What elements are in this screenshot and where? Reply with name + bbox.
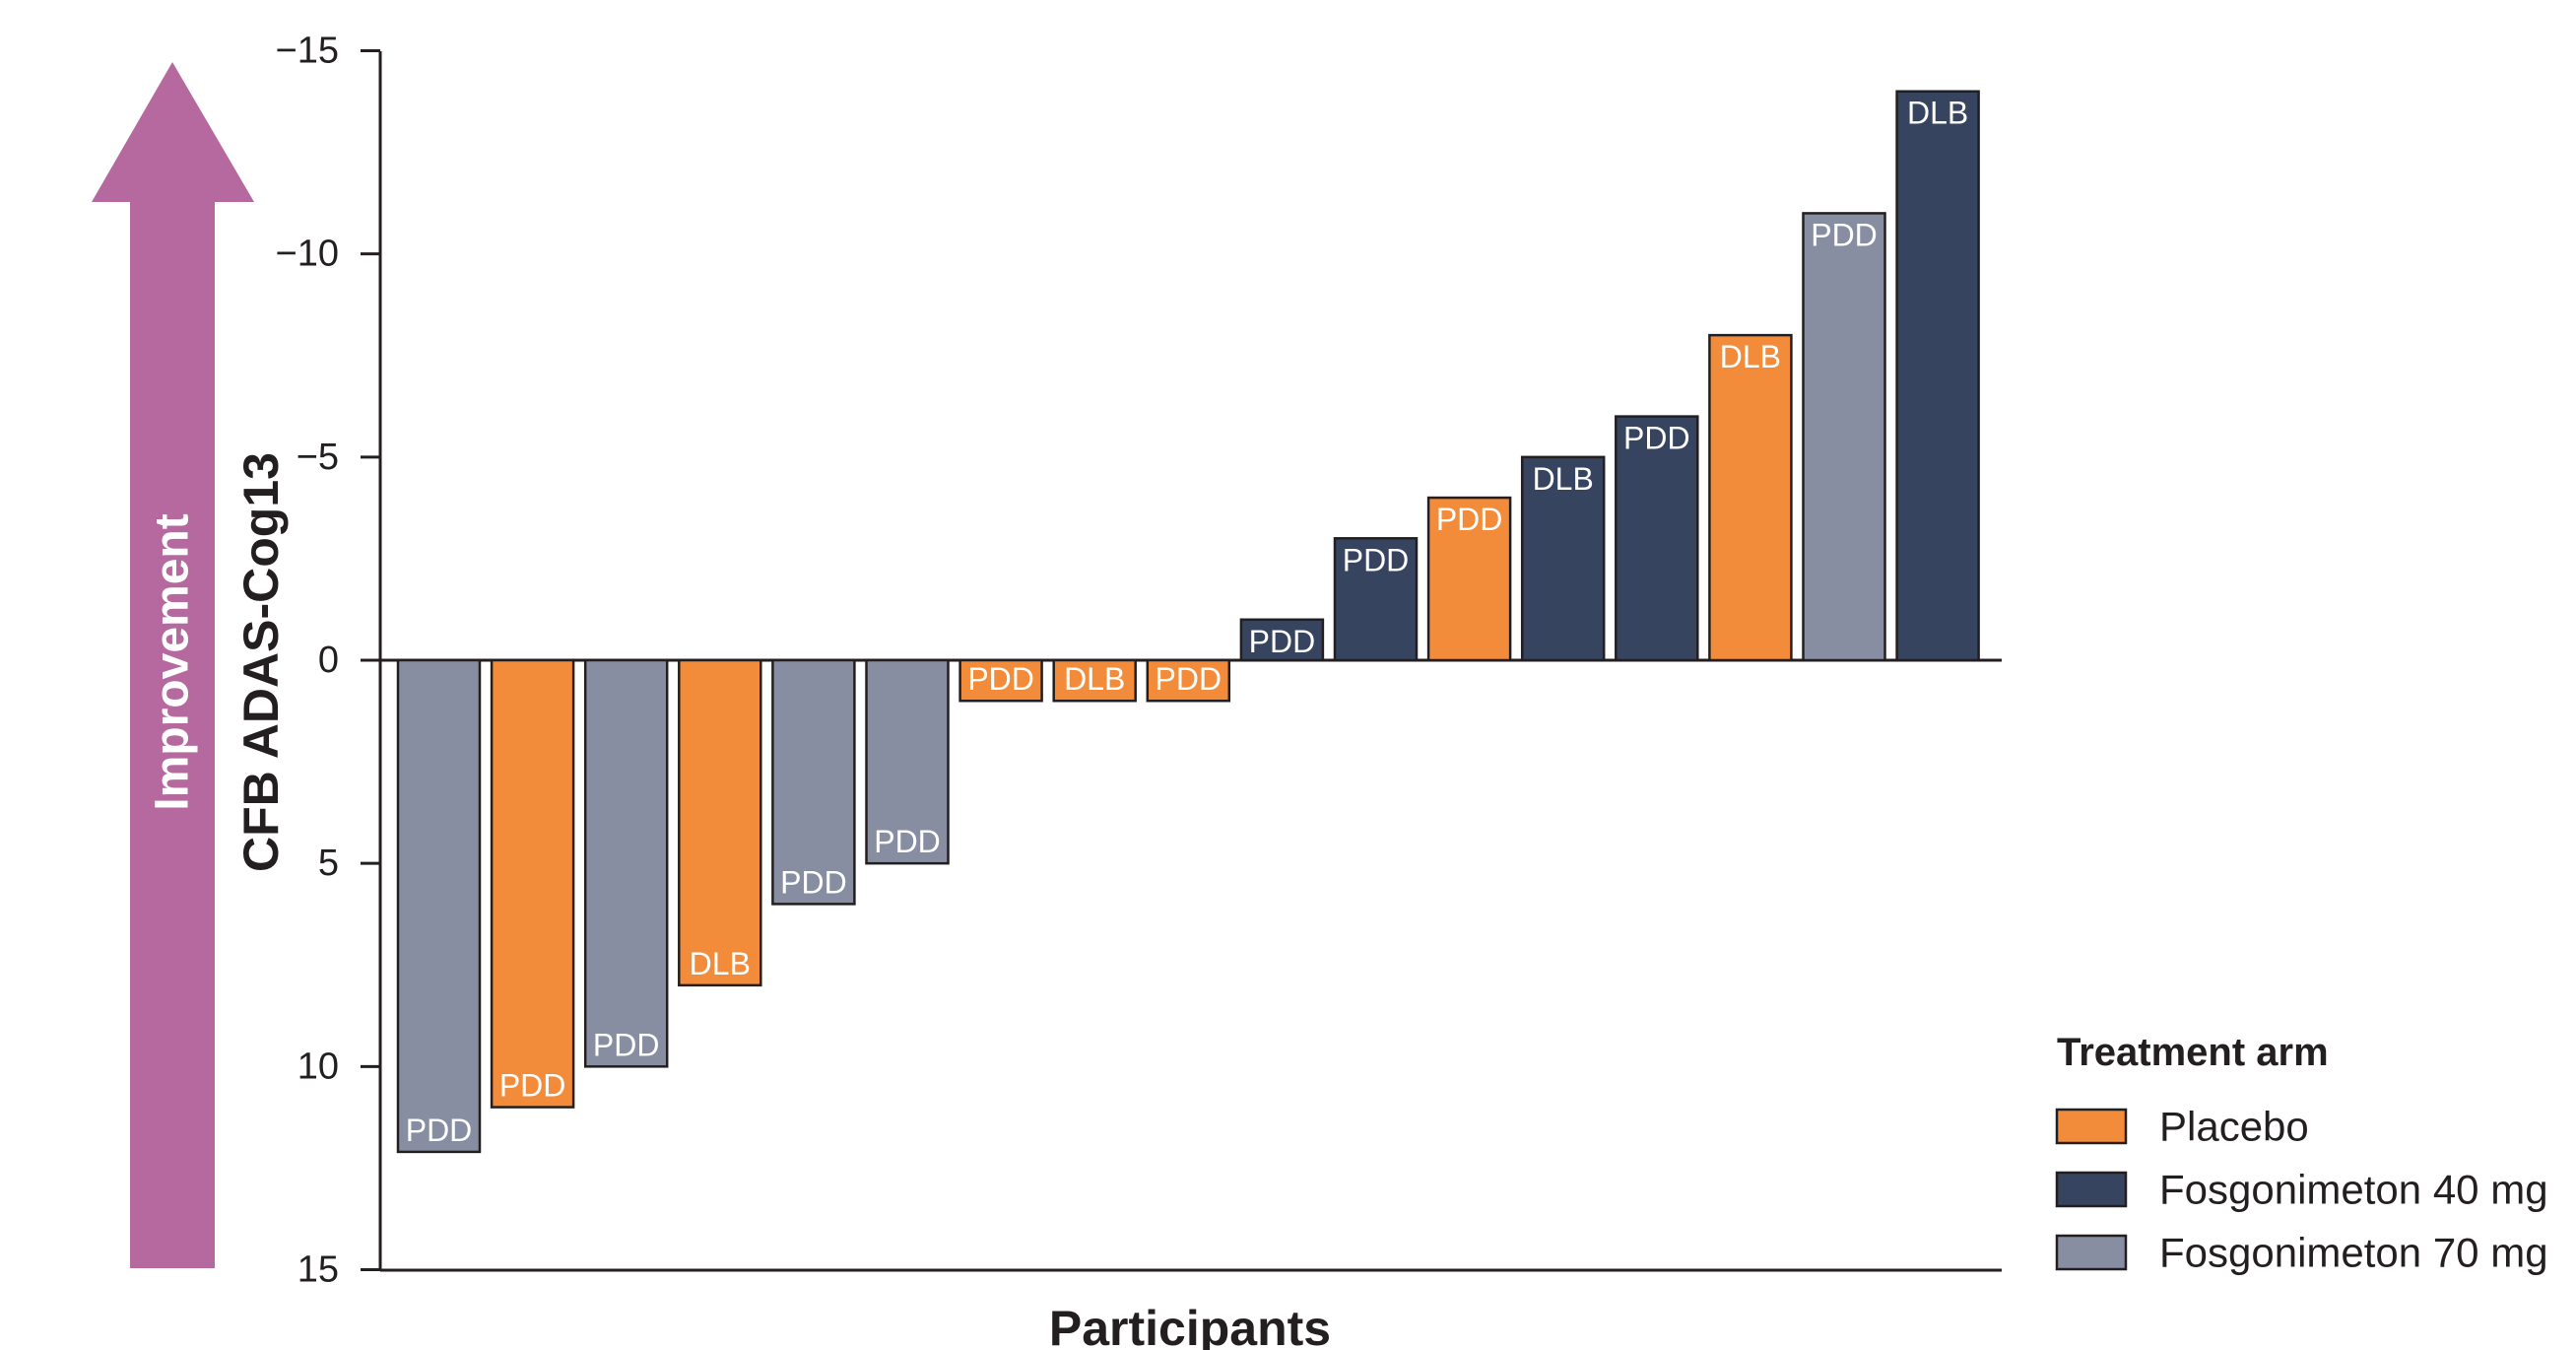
bar-label: PDD [406,1113,473,1148]
bar-label: PDD [1249,624,1316,659]
bar-label: PDD [1156,661,1222,697]
bar [1615,415,1699,662]
bar [678,658,762,987]
legend-label: Placebo [2159,1104,2309,1150]
bar [1333,537,1419,662]
y-tick-label: −5 [297,437,339,478]
bar [865,658,950,865]
bar-label: PDD [1623,421,1690,456]
bar [771,658,856,906]
improvement-arrow: Improvement [92,62,254,1268]
bar-label: DLB [1533,461,1594,497]
y-axis-title: CFB ADAS-Cog13 [233,452,289,872]
bar [1239,618,1325,662]
bar [1895,90,1980,662]
bar [583,658,669,1068]
bar-label: PDD [967,661,1034,697]
bar-label: PDD [593,1027,660,1062]
bar [396,658,482,1154]
y-tick-label: 5 [318,843,339,884]
bar-label: DLB [690,946,751,981]
improvement-arrow-label: Improvement [147,513,199,810]
y-ticks: −15 −10 −5 0 5 10 15 [276,31,380,1291]
x-axis-title: Participants [1049,1301,1331,1350]
legend-swatch [2055,1171,2128,1208]
y-tick-label: −10 [276,234,339,275]
bar [490,658,575,1109]
bar-label: PDD [874,824,941,859]
bar-label: PDD [1343,542,1410,577]
legend-label: Fosgonimeton 70 mg [2159,1230,2548,1276]
bar [1708,333,1793,662]
bar-label: PDD [1436,502,1503,537]
bars: PDD PDD PDD DLB PDD PDD PDD DLB PDD PDD PDD PDD DLB P… [396,90,1980,1154]
legend-title: Treatment arm [2057,1031,2329,1074]
bar [1052,658,1137,703]
legend-swatch [2055,1108,2128,1145]
y-tick-label: 10 [297,1046,339,1087]
bar-label: DLB [1720,339,1781,374]
bar-label: PDD [499,1068,566,1104]
bar [1802,212,1886,662]
bar [958,658,1043,703]
bar [1520,455,1606,662]
bar-label: DLB [1064,661,1125,697]
bar-label: PDD [780,864,847,900]
bar [1146,658,1231,703]
legend-label: Fosgonimeton 40 mg [2159,1167,2548,1213]
y-tick-label: 0 [318,640,339,681]
bar [1426,496,1512,662]
legend: Treatment arm Placebo Fosgonimeton 40 mg F… [2055,1031,2548,1276]
y-tick-label: 15 [297,1249,339,1291]
bar-label: DLB [1907,96,1968,131]
legend-swatch [2055,1234,2128,1271]
y-tick-label: −15 [276,31,339,72]
improvement-arrow-shape [92,62,254,1268]
bar-label: PDD [1811,217,1878,252]
